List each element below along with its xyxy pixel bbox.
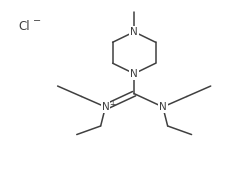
Text: N: N [102,102,109,112]
Text: Cl: Cl [18,20,30,33]
Text: +: + [109,100,116,109]
Text: N: N [130,27,138,37]
Text: −: − [32,16,41,26]
Text: N: N [130,69,138,79]
Text: N: N [159,102,167,112]
